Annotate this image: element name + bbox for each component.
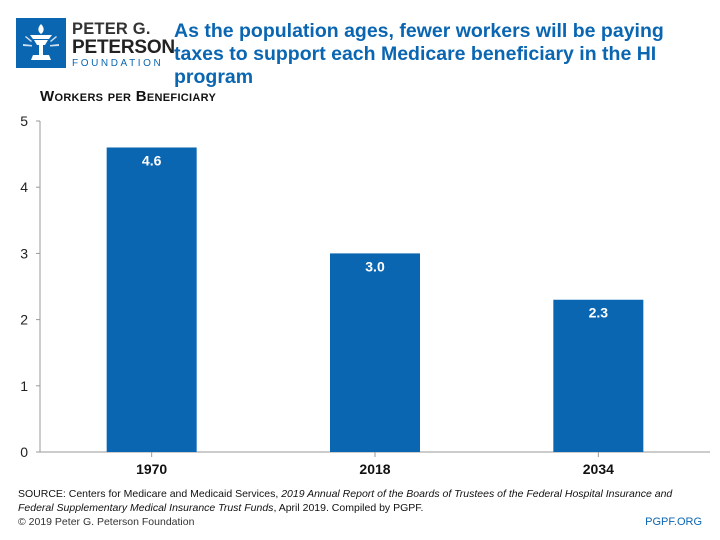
chart-title: As the population ages, fewer workers wi… xyxy=(174,20,664,88)
y-tick-label: 0 xyxy=(20,444,28,460)
source-prefix: SOURCE: Centers for Medicare and Medicai… xyxy=(18,488,282,500)
x-tick-label-1970: 1970 xyxy=(136,461,167,477)
y-tick-label: 5 xyxy=(20,113,28,129)
x-tick-label-2034: 2034 xyxy=(583,461,614,477)
torch-logo-icon xyxy=(16,18,66,68)
y-axis-label: Workers per Beneficiary xyxy=(40,88,217,105)
source-note: SOURCE: Centers for Medicare and Medicai… xyxy=(18,487,708,515)
logo-line-1: PETER G. xyxy=(72,20,151,38)
copyright-text: © 2019 Peter G. Peterson Foundation xyxy=(18,516,195,528)
bar-2018 xyxy=(330,253,420,452)
foundation-logo: PETER G. PETERSON FOUNDATION xyxy=(16,18,175,70)
source-report-title: 2019 Annual Report of the Boards of Trus… xyxy=(18,488,673,514)
bar-1970 xyxy=(106,147,197,453)
data-label-2034: 2.3 xyxy=(589,305,609,321)
source-suffix: , April 2019. Compiled by PGPF. xyxy=(273,502,424,514)
x-tick-label-2018: 2018 xyxy=(359,461,390,477)
y-tick-label: 4 xyxy=(20,179,28,195)
website-link[interactable]: PGPF.ORG xyxy=(645,516,702,528)
logo-line-3: FOUNDATION xyxy=(72,58,164,69)
logo-line-2: PETERSON xyxy=(72,37,175,58)
data-label-2018: 3.0 xyxy=(365,258,385,274)
bar-2034 xyxy=(553,299,644,452)
y-tick-label: 2 xyxy=(20,312,28,328)
y-tick-label: 3 xyxy=(20,245,28,261)
data-label-1970: 4.6 xyxy=(142,152,162,168)
y-tick-label: 1 xyxy=(20,378,28,394)
